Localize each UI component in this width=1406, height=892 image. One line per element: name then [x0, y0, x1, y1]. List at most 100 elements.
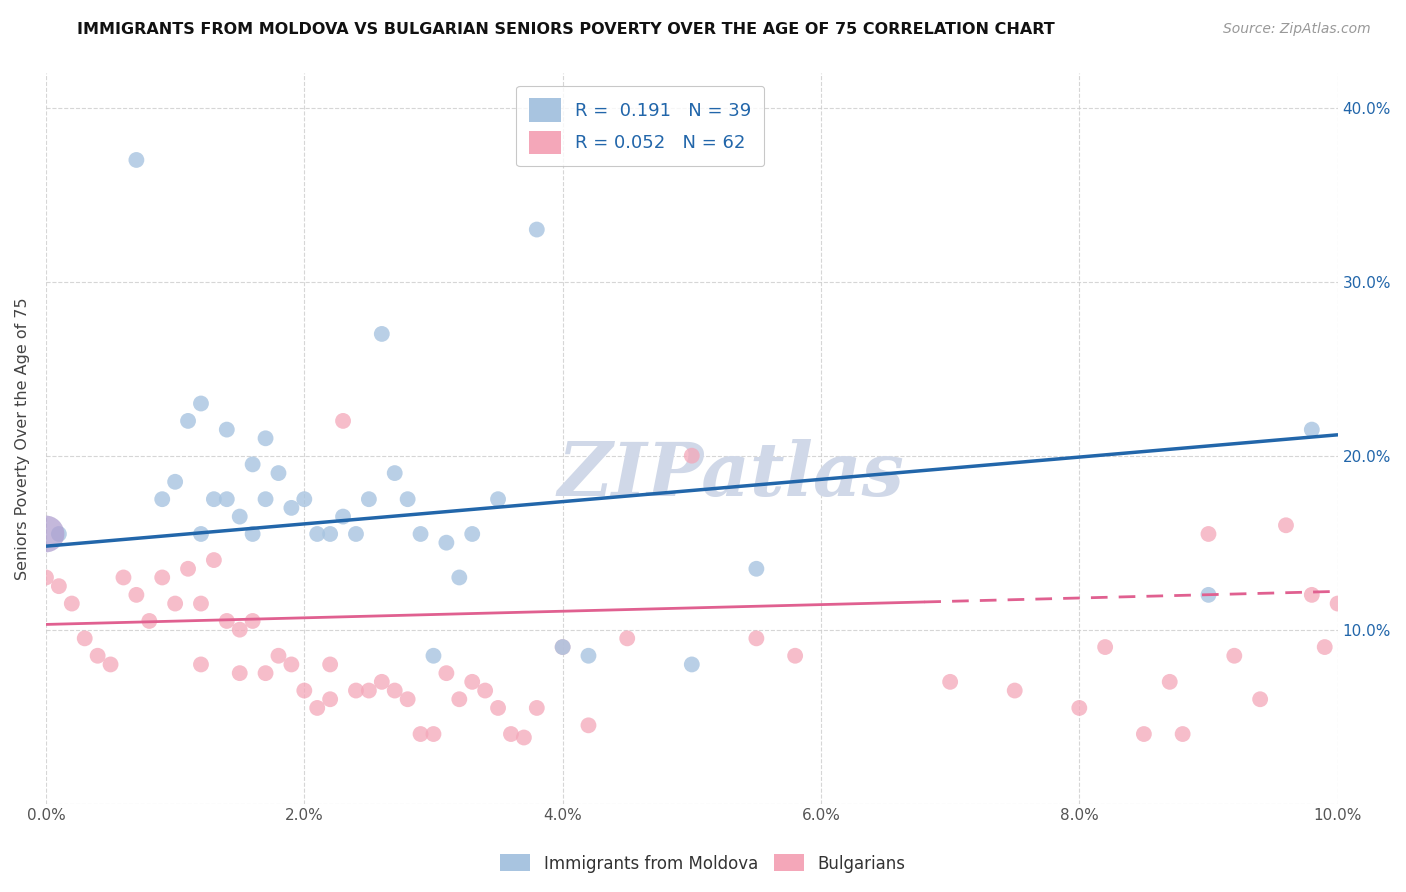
Point [215, 614, 238, 628]
Point [396, 492, 419, 507]
Point [215, 492, 238, 507]
Point [177, 414, 200, 428]
Point [190, 597, 212, 611]
Point [292, 683, 315, 698]
Point [190, 527, 212, 541]
Point [422, 727, 444, 741]
Point [1171, 727, 1194, 741]
Point [939, 674, 962, 689]
Point [357, 492, 380, 507]
Point [150, 570, 173, 584]
Point [228, 666, 250, 681]
Point [1301, 588, 1323, 602]
Point [292, 492, 315, 507]
Point [422, 648, 444, 663]
Point [242, 614, 264, 628]
Point [371, 326, 394, 341]
Point [384, 683, 406, 698]
Point [474, 683, 496, 698]
Point [499, 727, 522, 741]
Point [1133, 727, 1156, 741]
Point [125, 153, 148, 167]
Point [681, 449, 703, 463]
Point [242, 527, 264, 541]
Point [681, 657, 703, 672]
Point [242, 458, 264, 472]
Point [332, 509, 354, 524]
Point [254, 492, 277, 507]
Point [551, 640, 574, 654]
Point [1275, 518, 1298, 533]
Point [357, 683, 380, 698]
Point [745, 562, 768, 576]
Point [48, 527, 70, 541]
Point [526, 701, 548, 715]
Point [578, 718, 600, 732]
Point [60, 597, 83, 611]
Point [371, 674, 394, 689]
Point [1004, 683, 1026, 698]
Point [280, 657, 302, 672]
Point [785, 648, 807, 663]
Point [228, 623, 250, 637]
Point [319, 657, 342, 672]
Point [190, 396, 212, 410]
Point [1198, 588, 1220, 602]
Point [551, 640, 574, 654]
Point [48, 579, 70, 593]
Point [307, 701, 329, 715]
Text: ZIPatlas: ZIPatlas [557, 439, 904, 511]
Text: IMMIGRANTS FROM MOLDOVA VS BULGARIAN SENIORS POVERTY OVER THE AGE OF 75 CORRELAT: IMMIGRANTS FROM MOLDOVA VS BULGARIAN SEN… [77, 22, 1054, 37]
Point [344, 527, 367, 541]
Legend: R =  0.191   N = 39, R = 0.052   N = 62: R = 0.191 N = 39, R = 0.052 N = 62 [516, 86, 765, 167]
Point [1198, 527, 1220, 541]
Point [1069, 701, 1091, 715]
Point [1301, 423, 1323, 437]
Point [1249, 692, 1271, 706]
Point [396, 692, 419, 706]
Point [254, 431, 277, 445]
Point [254, 666, 277, 681]
Point [280, 500, 302, 515]
Point [1326, 597, 1348, 611]
Point [112, 570, 135, 584]
Point [434, 666, 457, 681]
Point [513, 731, 536, 745]
Point [1313, 640, 1336, 654]
Point [319, 527, 342, 541]
Point [150, 492, 173, 507]
Point [745, 632, 768, 646]
Point [1223, 648, 1246, 663]
Point [86, 648, 108, 663]
Point [177, 562, 200, 576]
Point [616, 632, 638, 646]
Point [1094, 640, 1116, 654]
Point [138, 614, 160, 628]
Point [73, 632, 96, 646]
Point [267, 648, 290, 663]
Text: Source: ZipAtlas.com: Source: ZipAtlas.com [1223, 22, 1371, 37]
Point [578, 648, 600, 663]
Point [202, 553, 225, 567]
Point [461, 674, 484, 689]
Point [35, 527, 58, 541]
Point [461, 527, 484, 541]
Point [319, 692, 342, 706]
Point [384, 466, 406, 480]
Point [202, 492, 225, 507]
Point [449, 692, 471, 706]
Point [165, 475, 187, 489]
Point [35, 570, 58, 584]
Point [434, 535, 457, 549]
Point [1159, 674, 1181, 689]
Point [486, 701, 509, 715]
Point [409, 727, 432, 741]
Point [449, 570, 471, 584]
Point [190, 657, 212, 672]
Point [344, 683, 367, 698]
Point [215, 423, 238, 437]
Point [332, 414, 354, 428]
Point [100, 657, 122, 672]
Point [228, 509, 250, 524]
Point [165, 597, 187, 611]
